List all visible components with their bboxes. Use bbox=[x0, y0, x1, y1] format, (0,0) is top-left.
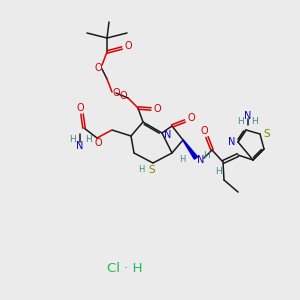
Text: H: H bbox=[138, 166, 144, 175]
Text: O: O bbox=[187, 113, 195, 123]
Text: O: O bbox=[112, 88, 120, 98]
Text: O: O bbox=[119, 91, 127, 101]
Text: S: S bbox=[149, 165, 155, 175]
Text: O: O bbox=[76, 103, 84, 113]
Text: H: H bbox=[85, 136, 92, 145]
Text: O: O bbox=[153, 104, 161, 114]
Text: N: N bbox=[244, 111, 252, 121]
Text: H: H bbox=[252, 118, 258, 127]
Text: O: O bbox=[124, 41, 132, 51]
Text: H: H bbox=[69, 136, 75, 145]
Text: H: H bbox=[238, 118, 244, 127]
Text: O: O bbox=[200, 126, 208, 136]
Text: N: N bbox=[228, 137, 236, 147]
Text: N: N bbox=[197, 155, 205, 165]
Text: H: H bbox=[202, 151, 209, 160]
Text: S: S bbox=[264, 129, 270, 139]
Text: N: N bbox=[76, 141, 84, 151]
Text: N: N bbox=[164, 130, 172, 140]
Text: O: O bbox=[94, 63, 102, 73]
Text: O: O bbox=[94, 138, 102, 148]
Text: H: H bbox=[216, 167, 222, 176]
Text: H: H bbox=[179, 155, 185, 164]
Polygon shape bbox=[183, 140, 198, 159]
Text: Cl · H: Cl · H bbox=[107, 262, 143, 275]
